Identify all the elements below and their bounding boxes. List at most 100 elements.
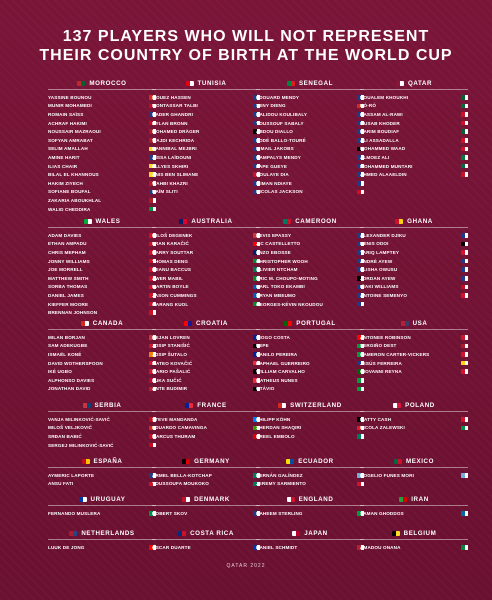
header-divider [360, 227, 468, 228]
country-header: SENEGAL [256, 78, 364, 88]
player-row: ANSU FATI [48, 480, 156, 489]
player-row: SERGIÑO DEST [360, 342, 468, 351]
birth-country-flag-icon [461, 112, 468, 117]
player-row: VANJA MILINKOVIĆ-SAVIĆ [48, 415, 156, 424]
player-name: DENIS ODOI [360, 241, 389, 247]
country-flag-icon [78, 496, 87, 502]
player-row: MONTASSAR TALBI [152, 102, 260, 111]
birth-country-flag-icon [149, 241, 156, 247]
player-name: BOULAYE DIA [256, 172, 289, 178]
birth-country-flag-icon [253, 386, 260, 392]
player-row: ABDOU DIALLO [256, 127, 364, 136]
player-row: XHERDAN SHAQIRI [256, 424, 364, 433]
birth-country-flag-icon [357, 241, 364, 247]
player-name: ISMAËL KONÉ [48, 351, 82, 357]
birth-country-flag-icon [357, 352, 364, 357]
player-name: MOHAMMED MUNTARI [360, 163, 413, 169]
player-row: ELISHA OWUSU [360, 265, 468, 274]
player-row: OTÁVIO [256, 385, 364, 394]
player-row: ELLYES SKHIRI [152, 162, 260, 171]
birth-country-flag-icon [253, 163, 260, 169]
player-name: HAKIM ZIYECH [48, 180, 83, 186]
birth-country-flag-icon [461, 95, 468, 100]
player-row: SORBA THOMAS [48, 283, 156, 292]
birth-country-flag-icon [149, 206, 156, 212]
header-divider [360, 89, 468, 90]
country-name: ECUADOR [298, 457, 334, 465]
player-name: SENY DIENG [256, 103, 286, 109]
country-group-senegal: SENEGAL ÉDOUARD MENDY SENY DIENG KALIDOU KO… [256, 78, 364, 196]
country-group-qatar: QATAR BOUALEM KHOUKHI RÓ-RÓ BASSAM AL-RAWI M… [360, 78, 468, 179]
player-name: NAMPALYS MENDY [256, 154, 301, 160]
country-group-cameroon: CAMEROON DEVIS EPASSY J-C CASTELLETTO ENZO … [256, 216, 364, 308]
player-row: DAVID WOTHERSPOON [48, 359, 156, 368]
country-name: QATAR [407, 79, 433, 87]
player-row: DYLAN BRONN [152, 119, 260, 128]
player-row: ALPHONSO DAVIES [48, 376, 156, 385]
country-group-ghana: GHANA ALEXANDER DJIKU DENIS ODOI TARIQ LAMP… [360, 216, 468, 300]
header-divider [152, 467, 260, 468]
player-name: JASON CUMMINGS [152, 292, 197, 298]
player-row: JONATHAN DAVID [48, 385, 156, 394]
player-row: YASSINE BOUNOU [48, 93, 156, 102]
country-header: IRAN [360, 494, 468, 504]
player-row: OLIVIER NTCHAM [256, 265, 364, 274]
country-group-england: ENGLAND RAHEEM STERLING [256, 494, 364, 518]
player-name: NOUSSAIR MAZRAOUI [48, 129, 101, 135]
country-header: BELGIUM [360, 528, 468, 538]
player-name: ELISHA OWUSU [360, 267, 398, 273]
player-row: DANIEL SCHMIDT [256, 543, 364, 552]
country-group-germany: GERMANY ARMEL BELLA-KOTCHAP YOUSSOUFA MOUK… [152, 456, 260, 488]
birth-country-flag-icon [461, 172, 468, 177]
player-row: KIEFFER MOORE [48, 300, 156, 309]
birth-country-flag-icon [149, 120, 156, 126]
player-name: GARANG KUOL [152, 301, 189, 307]
birth-country-flag-icon [357, 545, 364, 550]
birth-country-flag-icon [357, 360, 364, 366]
player-row: CHRIS MEPHAM [48, 248, 156, 257]
player-name: MATTHEW SMITH [48, 275, 89, 281]
player-name: CHRISTOPHER WOOH [256, 258, 308, 264]
country-flag-icon [391, 530, 400, 536]
player-row: MUNIR MOHAMEDI [48, 102, 156, 111]
player-row: NAÏM SLITI [152, 188, 260, 197]
country-group-belgium: BELGIUM AMADOU ONANA [360, 528, 468, 552]
player-name: YOUSSOUFA MOUKOKO [152, 481, 209, 487]
player-name: MATTY CASH [360, 416, 392, 422]
country-flag-icon [278, 402, 287, 408]
country-flag-icon [80, 320, 89, 326]
birth-country-flag-icon [253, 301, 260, 307]
player-row: SOFIANE BOUFAL [48, 188, 156, 197]
player-row: ANDRÉ AYEW [360, 257, 468, 266]
country-group-france: FRANCE STEVE MANDANDA EDUARDO CAMAVINGA MAR… [152, 400, 260, 441]
player-row: ROGELIO FUNES MORI [360, 471, 468, 480]
player-name: NAÏM SLITI [152, 189, 178, 195]
player-row: WALID CHEDDIRA [48, 205, 156, 214]
birth-country-flag-icon [253, 146, 260, 152]
birth-country-flag-icon [253, 425, 260, 431]
birth-country-flag-icon [357, 473, 364, 478]
header-divider [152, 89, 260, 90]
header-divider [48, 467, 156, 468]
player-row: BREEL EMBOLO [256, 432, 364, 441]
birth-country-flag-icon [461, 425, 468, 431]
player-name: DEJAN LOVREN [152, 334, 190, 340]
player-row: MILOŠ VELJKOVIĆ [48, 424, 156, 433]
birth-country-flag-icon [461, 258, 468, 264]
birth-country-flag-icon [357, 189, 364, 195]
birth-country-flag-icon [461, 233, 468, 238]
birth-country-flag-icon [357, 163, 364, 169]
player-row: MOHAMMED MUNTARI [360, 162, 468, 171]
country-name: POLAND [405, 401, 435, 409]
player-row: IKÉ UGBO [48, 367, 156, 376]
player-name: ROBERT SKOV [152, 510, 188, 516]
footer-label: QATAR 2022 [226, 563, 266, 569]
country-group-espa-a: ESPAÑA AYMERIC LAPORTE ANSU FATI [48, 456, 156, 488]
player-name: AYMERIC LAPORTE [48, 472, 95, 478]
player-row: JORDAN AYEW [360, 274, 468, 283]
country-name: SERBIA [94, 401, 122, 409]
birth-country-flag-icon [357, 267, 364, 272]
player-row: AMINE HARIT [48, 153, 156, 162]
country-name: ENGLAND [298, 495, 334, 503]
player-row: MOHAMED DRÄGER [152, 127, 260, 136]
